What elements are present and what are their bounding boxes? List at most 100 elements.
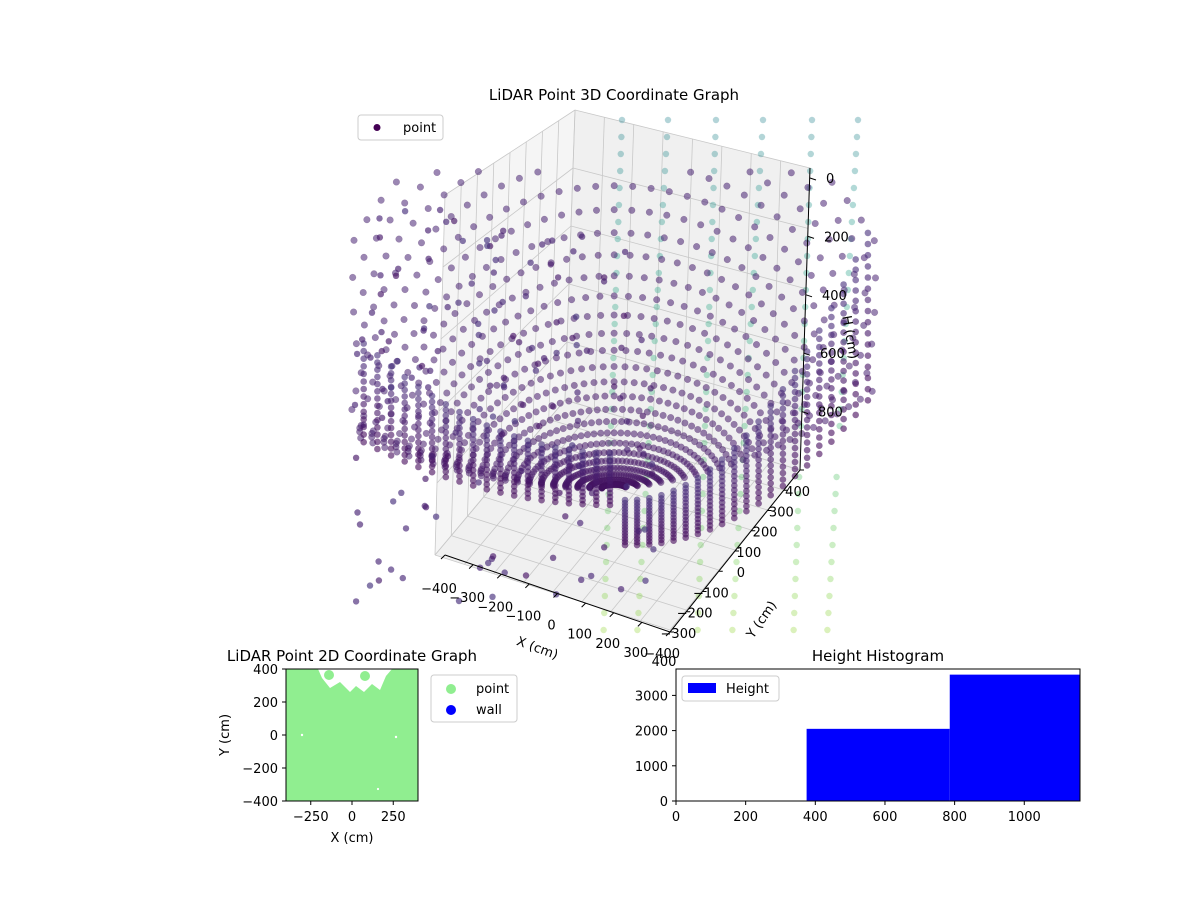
cloud-point — [614, 235, 621, 243]
cloud-point — [474, 168, 482, 176]
cloud-point — [598, 439, 606, 448]
cloud-point — [520, 429, 528, 437]
cloud-point — [651, 409, 659, 418]
cloud-point — [485, 559, 492, 567]
cloud-point — [360, 363, 368, 370]
cloud-point — [794, 524, 801, 532]
cloud-point — [610, 429, 618, 437]
cloud-point — [518, 415, 526, 424]
cloud-point — [640, 274, 648, 282]
cloud-point — [374, 431, 381, 438]
cloud-point — [562, 513, 569, 520]
cloud-point — [443, 293, 451, 301]
histogram-bar — [806, 728, 950, 801]
cloud-point — [633, 419, 641, 427]
cloud-point — [404, 253, 412, 261]
cloud-point — [620, 312, 628, 319]
cloud-point — [583, 347, 591, 354]
2d-legend-point-marker — [446, 684, 456, 694]
cloud-point — [387, 411, 395, 418]
cloud-point — [711, 150, 718, 158]
cloud-point — [377, 272, 384, 279]
cloud-point — [432, 513, 440, 520]
cloud-point — [602, 418, 611, 426]
cloud-point — [524, 221, 532, 229]
cloud-point — [387, 404, 395, 411]
cloud-point — [759, 253, 767, 261]
histogram-x-tick-label: 0 — [672, 810, 680, 825]
cloud-point — [539, 241, 546, 248]
cloud-point — [401, 451, 409, 459]
3d-y-tick-label: −300 — [661, 627, 697, 642]
cloud-point — [694, 626, 701, 634]
cloud-point — [845, 269, 853, 277]
cloud-point — [645, 480, 653, 488]
cloud-point — [840, 319, 847, 327]
cloud-point — [497, 489, 504, 496]
cloud-point — [440, 191, 448, 199]
cloud-point — [755, 494, 762, 502]
cloud-point — [695, 396, 703, 404]
cloud-point — [459, 237, 466, 245]
histogram-y-tick-label: 1000 — [635, 760, 668, 775]
cloud-point — [649, 433, 657, 441]
cloud-point — [486, 213, 494, 221]
cloud-point — [740, 411, 748, 419]
cloud-point — [767, 432, 774, 440]
cloud-point — [510, 455, 518, 463]
cloud-point — [654, 423, 662, 431]
cloud-point — [779, 405, 787, 413]
cloud-point — [564, 351, 572, 359]
cloud-point — [779, 398, 787, 406]
cloud-point — [457, 179, 465, 187]
cloud-point — [360, 347, 368, 355]
cloud-point — [696, 575, 703, 583]
cloud-point — [719, 318, 727, 326]
3d-z-tick-label: 600 — [820, 347, 845, 362]
cloud-point — [475, 479, 482, 486]
cloud-point — [840, 300, 847, 308]
cloud-point — [793, 541, 800, 549]
cloud-point — [840, 425, 847, 433]
cloud-point — [803, 348, 811, 355]
cloud-point — [665, 188, 673, 196]
cloud-point — [734, 348, 742, 356]
cloud-point — [759, 116, 767, 124]
cloud-point — [497, 442, 504, 449]
cloud-point — [755, 467, 762, 475]
cloud-point — [600, 278, 608, 285]
cloud-point — [497, 465, 504, 473]
cloud-point — [648, 460, 656, 468]
cloud-point — [476, 243, 484, 252]
histogram-legend-swatch — [688, 683, 716, 693]
cloud-point — [602, 405, 610, 413]
cloud-point — [687, 168, 695, 176]
cloud-point — [432, 225, 440, 233]
cloud-point — [828, 376, 835, 383]
cloud-point — [610, 417, 618, 426]
cloud-point — [490, 325, 498, 333]
cloud-point — [791, 331, 799, 339]
cloud-point — [737, 490, 744, 498]
cloud-point — [548, 338, 556, 346]
cloud-point — [451, 309, 459, 318]
2d-x-tick-label: 250 — [381, 810, 406, 825]
cloud-point — [662, 150, 670, 158]
cloud-point — [428, 445, 436, 453]
cloud-point — [370, 303, 378, 311]
cloud-point — [429, 331, 438, 339]
cloud-point — [349, 273, 357, 281]
cloud-point — [360, 370, 368, 378]
cloud-point — [731, 510, 738, 517]
cloud-point — [740, 191, 748, 199]
cloud-point — [697, 221, 705, 229]
histogram-legend-label: Height — [726, 682, 769, 697]
cloud-point — [610, 229, 618, 237]
cloud-point — [755, 418, 762, 425]
cloud-point — [791, 423, 799, 431]
cloud-point — [820, 316, 828, 324]
cloud-point — [779, 424, 787, 432]
cloud-point — [587, 419, 596, 427]
cloud-point — [856, 395, 864, 403]
cloud-point — [706, 312, 714, 320]
